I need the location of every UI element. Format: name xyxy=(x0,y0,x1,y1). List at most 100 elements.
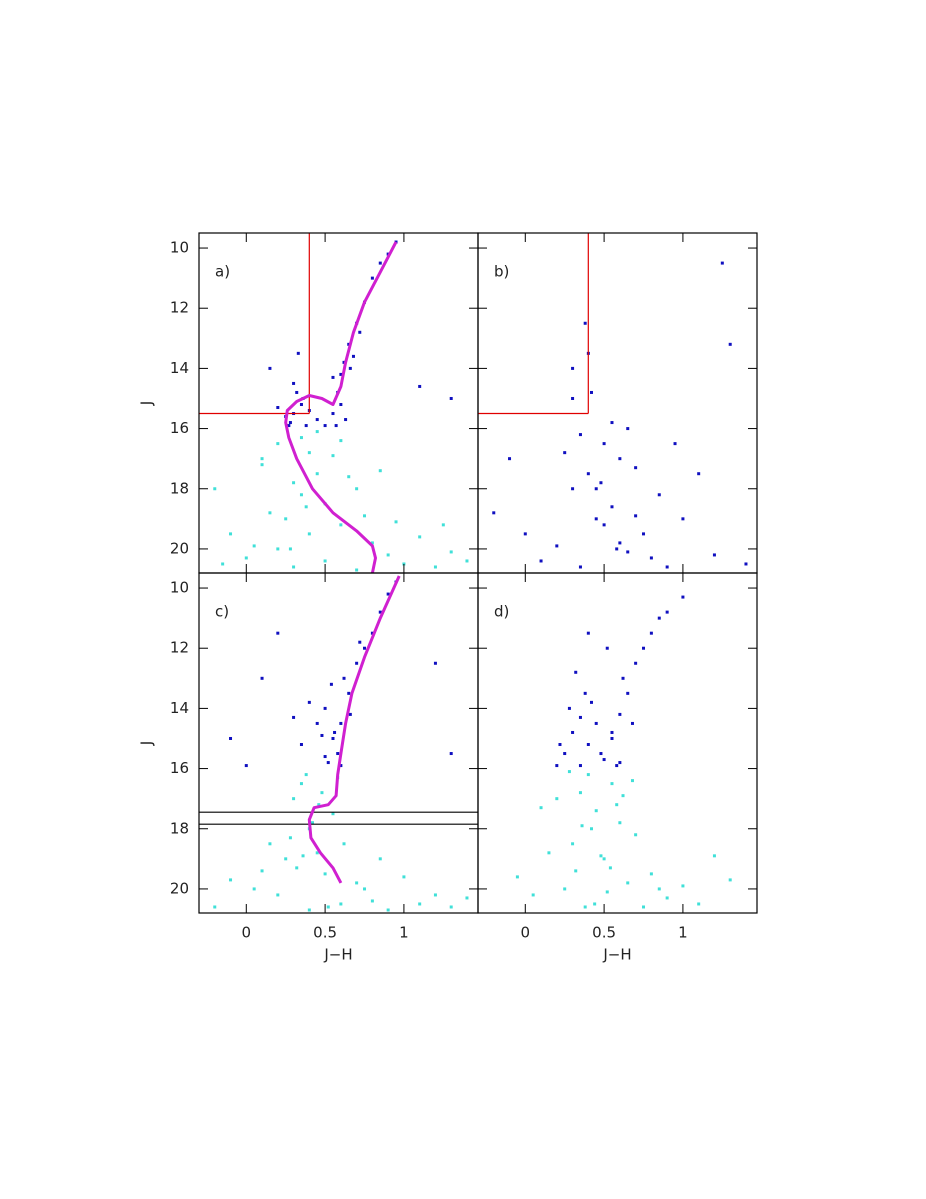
point xyxy=(649,872,653,876)
point xyxy=(634,833,638,837)
point xyxy=(602,442,606,446)
point xyxy=(567,770,571,774)
plot-area xyxy=(199,233,469,573)
point xyxy=(649,556,653,560)
point xyxy=(571,366,575,370)
point xyxy=(213,905,217,909)
point xyxy=(642,532,646,536)
point xyxy=(615,547,619,551)
point xyxy=(323,872,327,876)
point xyxy=(578,791,582,795)
point xyxy=(665,896,669,900)
point xyxy=(610,736,614,740)
point xyxy=(728,878,732,882)
y-tick-label: 10 xyxy=(170,579,189,597)
point xyxy=(363,514,367,518)
point xyxy=(589,700,593,704)
point xyxy=(276,893,280,897)
point xyxy=(292,797,296,801)
curve xyxy=(284,241,398,573)
point xyxy=(268,842,272,846)
point xyxy=(213,487,217,491)
point xyxy=(605,890,609,894)
point xyxy=(307,908,311,912)
point xyxy=(315,721,319,725)
point xyxy=(449,752,453,756)
point xyxy=(583,321,587,325)
point xyxy=(320,733,324,737)
point xyxy=(299,782,303,786)
y-tick-label: 16 xyxy=(170,759,189,777)
panel-frame xyxy=(198,572,479,914)
point xyxy=(287,424,291,428)
point xyxy=(292,481,296,485)
point xyxy=(402,562,406,566)
point xyxy=(418,902,422,906)
point xyxy=(386,553,390,557)
point xyxy=(310,821,314,825)
point xyxy=(339,439,343,443)
point xyxy=(260,676,264,680)
point xyxy=(697,472,701,476)
point xyxy=(370,631,374,635)
point xyxy=(578,433,582,437)
point xyxy=(712,854,716,858)
point xyxy=(315,851,319,855)
point xyxy=(363,887,367,891)
y-tick-label: 12 xyxy=(170,299,189,317)
point xyxy=(355,487,359,491)
y-axis-label: J xyxy=(138,741,156,746)
point xyxy=(331,412,335,416)
point xyxy=(339,902,343,906)
point xyxy=(583,905,587,909)
point xyxy=(571,396,575,400)
point xyxy=(657,616,661,620)
point xyxy=(342,842,346,846)
point xyxy=(449,396,453,400)
point xyxy=(378,857,382,861)
y-tick-label: 12 xyxy=(170,639,189,657)
point xyxy=(618,457,622,461)
point xyxy=(370,541,374,545)
panel-label: c) xyxy=(215,603,229,621)
point xyxy=(331,375,335,379)
point xyxy=(449,550,453,554)
point xyxy=(402,875,406,879)
point xyxy=(221,562,225,566)
point xyxy=(634,466,638,470)
point xyxy=(583,691,587,695)
x-tick-label: 0.5 xyxy=(592,924,616,942)
point xyxy=(386,592,390,596)
panel-label: a) xyxy=(215,263,230,281)
y-tick-label: 14 xyxy=(170,699,189,717)
point xyxy=(712,553,716,557)
point xyxy=(523,532,527,536)
point xyxy=(301,854,305,858)
point xyxy=(339,721,343,725)
point xyxy=(299,493,303,497)
point xyxy=(331,736,335,740)
point xyxy=(394,520,398,524)
point xyxy=(621,794,625,798)
x-tick-label: 1 xyxy=(678,924,688,942)
point xyxy=(326,761,330,765)
y-tick-label: 20 xyxy=(170,879,189,897)
point xyxy=(589,827,593,831)
point xyxy=(358,330,362,334)
point xyxy=(307,532,311,536)
point xyxy=(586,773,590,777)
point xyxy=(295,866,299,870)
point xyxy=(304,773,308,777)
point xyxy=(681,595,685,599)
point xyxy=(681,517,685,521)
point xyxy=(626,427,630,431)
point xyxy=(370,276,374,280)
point xyxy=(578,565,582,569)
point xyxy=(618,541,622,545)
point xyxy=(320,791,324,795)
point xyxy=(229,878,233,882)
plot-area xyxy=(478,233,748,569)
point xyxy=(339,372,343,376)
point xyxy=(563,451,567,455)
